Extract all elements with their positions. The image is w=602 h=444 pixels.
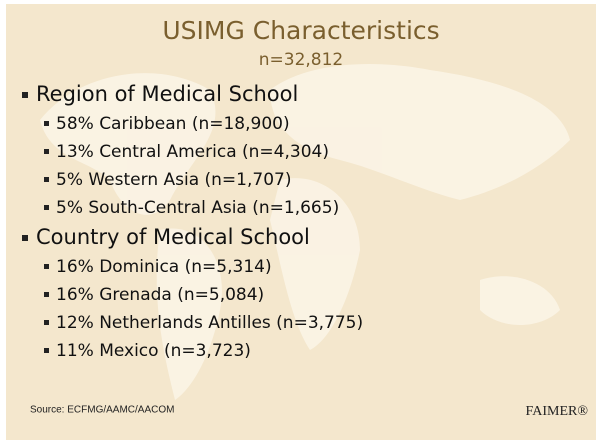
bullet xyxy=(22,235,28,241)
sub-bullet xyxy=(44,177,49,182)
section-item: 13% Central America (n=4,304) xyxy=(56,142,329,162)
sub-bullet xyxy=(44,264,49,269)
sub-bullet xyxy=(44,320,49,325)
brand: FAIMER® xyxy=(526,404,589,419)
sub-bullet xyxy=(44,121,49,126)
source-note: Source: ECFMG/AAMC/AACOM xyxy=(30,405,174,416)
bullet-list: Region of Medical School 58% Caribbean (n… xyxy=(22,82,363,361)
section-item: 11% Mexico (n=3,723) xyxy=(56,341,251,361)
section-item: 5% Western Asia (n=1,707) xyxy=(56,170,291,190)
sub-bullet xyxy=(44,205,49,210)
slide-title: USIMG Characteristics xyxy=(162,16,439,45)
sub-bullet xyxy=(44,348,49,353)
section-item: 16% Grenada (n=5,084) xyxy=(56,285,264,305)
slide-subtitle: n=32,812 xyxy=(259,50,344,70)
section-heading: Region of Medical School xyxy=(36,82,298,106)
section-item: 58% Caribbean (n=18,900) xyxy=(56,114,290,134)
section-item: 5% South-Central Asia (n=1,665) xyxy=(56,198,339,218)
bullet xyxy=(22,92,28,98)
sub-bullet xyxy=(44,149,49,154)
section-item: 12% Netherlands Antilles (n=3,775) xyxy=(56,313,363,333)
sub-bullet xyxy=(44,292,49,297)
section-item: 16% Dominica (n=5,314) xyxy=(56,257,272,277)
world-map xyxy=(40,64,570,400)
section-heading: Country of Medical School xyxy=(36,225,310,249)
